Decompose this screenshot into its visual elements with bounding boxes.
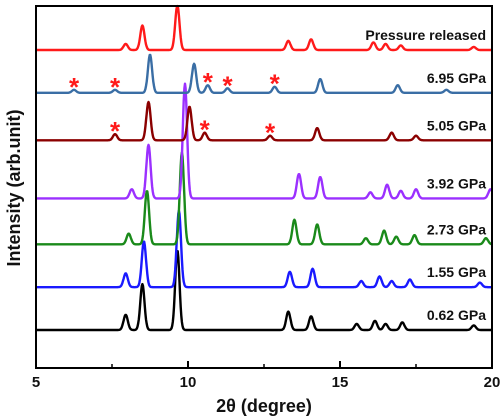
x-tick-label-3: 20 xyxy=(484,374,500,391)
x-tick-label-2: 15 xyxy=(332,374,349,391)
series-line-0 xyxy=(35,250,493,332)
peak-marker-7: * xyxy=(265,118,276,148)
series-line-2 xyxy=(35,151,493,246)
series-line-3 xyxy=(35,82,494,200)
peak-marker-5: * xyxy=(110,116,121,146)
x-tick-label-1: 10 xyxy=(180,374,197,391)
annotation-layer: * * * * * * * * xyxy=(69,67,281,147)
series-layer xyxy=(35,4,494,332)
series-label-layer: 0.62 GPa 1.55 GPa 2.73 GPa 3.92 GPa 5.05 GPa… xyxy=(365,27,486,323)
series-label-4: 5.05 GPa xyxy=(427,117,486,133)
series-line-1 xyxy=(35,209,493,289)
peak-marker-3: * xyxy=(222,70,233,100)
peak-marker-6: * xyxy=(200,115,211,145)
series-label-5: 6.95 GPa xyxy=(427,70,486,86)
x-tick-layer: 5 10 15 20 xyxy=(32,361,500,391)
x-axis-title: 2θ (degree) xyxy=(216,396,312,416)
series-label-1: 1.55 GPa xyxy=(427,264,486,280)
y-axis-title: Intensity (arb.unit) xyxy=(4,109,24,266)
series-line-5 xyxy=(35,53,493,94)
series-label-3: 3.92 GPa xyxy=(427,175,486,191)
peak-marker-0: * xyxy=(69,72,80,102)
x-tick-label-0: 5 xyxy=(32,374,40,391)
series-label-0: 0.62 GPa xyxy=(427,307,486,323)
series-label-2: 2.73 GPa xyxy=(427,221,486,237)
series-line-6 xyxy=(35,4,493,52)
plot-frame xyxy=(35,5,493,369)
peak-marker-1: * xyxy=(110,72,121,102)
peak-marker-4: * xyxy=(270,69,281,99)
series-line-4 xyxy=(35,100,493,142)
series-label-6: Pressure released xyxy=(365,27,486,43)
peak-marker-2: * xyxy=(203,67,214,97)
